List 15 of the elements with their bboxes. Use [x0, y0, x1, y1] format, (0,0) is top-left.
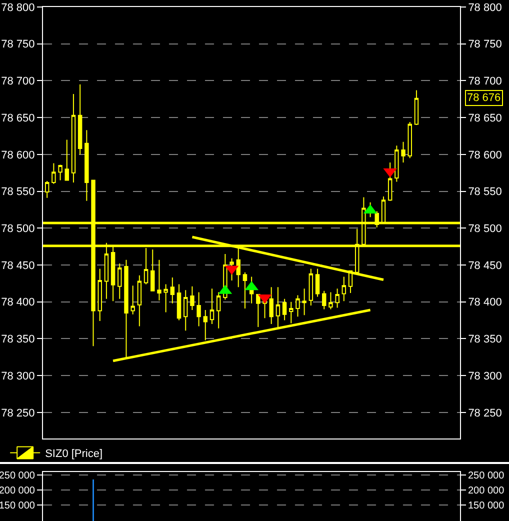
- y-tick-label: 78 500: [468, 223, 502, 236]
- y-tick-label: 78 600: [468, 149, 502, 162]
- y-tick-label: 78 300: [468, 370, 502, 382]
- y-tick-label: 78 550: [468, 186, 502, 198]
- y-tick-label: 78 450: [468, 260, 502, 272]
- y-tick-label: 78 250: [468, 407, 502, 420]
- y-tick-label: 78 800: [468, 2, 502, 14]
- y-tick-label: 78 750: [468, 38, 502, 51]
- y-tick-label: 78 400: [468, 296, 502, 309]
- y-tick-label: 78 650: [468, 112, 502, 124]
- text: 78 676: [467, 92, 501, 104]
- y-tick-label: 78 350: [468, 334, 502, 346]
- y-tick-label: 78 700: [468, 76, 502, 88]
- legend-label: SIZ0 [Price]: [45, 448, 103, 460]
- y-tick-label: 150 000: [0, 500, 36, 512]
